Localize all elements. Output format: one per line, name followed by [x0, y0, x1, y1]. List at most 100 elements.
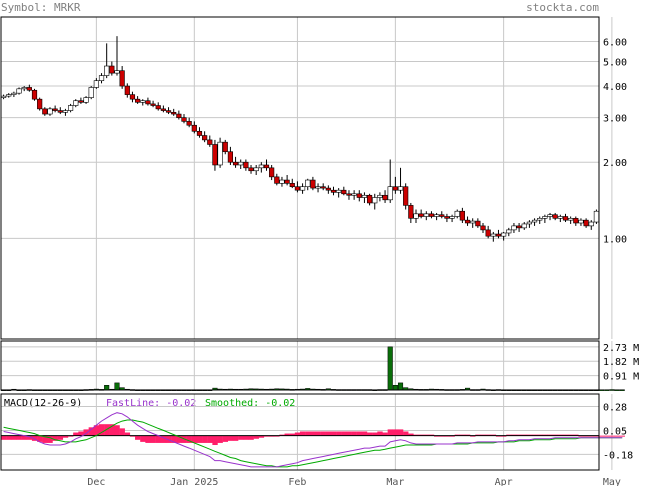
panel-border-1: [0, 340, 600, 391]
candle: [485, 229, 491, 237]
macd-histogram-bar: [475, 434, 481, 436]
macd-histogram-bar: [279, 434, 285, 436]
candle: [196, 130, 203, 136]
candle: [31, 89, 38, 100]
macd-histogram-bar: [418, 434, 424, 436]
candle: [78, 100, 84, 103]
candle: [145, 100, 151, 105]
volume-bar: [114, 382, 120, 391]
macd-histogram-bar: [78, 431, 84, 436]
candle: [434, 214, 440, 217]
candle: [186, 121, 192, 126]
candle: [382, 194, 388, 201]
macd-histogram-bar: [320, 431, 326, 436]
macd-histogram-bar: [531, 434, 538, 436]
candle: [104, 65, 110, 76]
volume-bar: [387, 346, 393, 391]
candle: [217, 141, 223, 166]
price-tick-label: 4.00: [603, 82, 627, 93]
x-axis: Dec Jan 2025 Feb Mar Apr May: [87, 477, 621, 486]
symbol-label: Symbol: MRKR: [1, 1, 81, 14]
macd-fast-line: [3, 412, 623, 468]
macd-histogram-bar: [367, 432, 373, 436]
candle: [171, 111, 177, 115]
candle: [501, 232, 507, 237]
price-tick-label: 6.00: [603, 38, 627, 49]
candle: [588, 221, 594, 227]
candle: [310, 179, 316, 189]
macd-histogram-bar: [171, 435, 177, 443]
macd-panel: MACD(12-26-9) FastLine: -0.02 Smoothed: …: [1, 394, 633, 470]
candle: [73, 100, 79, 106]
macd-histogram-bar: [542, 434, 548, 436]
macd-histogram-bar: [341, 431, 347, 436]
macd-histogram-bar: [73, 432, 79, 436]
candle: [135, 98, 141, 103]
candle: [11, 92, 17, 95]
candle: [98, 75, 105, 81]
macd-histogram-bar: [186, 435, 192, 443]
macd-histogram-bar: [511, 434, 517, 436]
candle: [93, 80, 99, 88]
macd-histogram-bar: [428, 434, 435, 436]
candle: [88, 87, 94, 98]
price-tick-label: 1.00: [603, 234, 627, 245]
candle: [377, 194, 383, 198]
macd-histogram-bar: [47, 435, 53, 443]
candle: [511, 225, 517, 231]
macd-tick-label: 0.05: [603, 426, 627, 437]
candle: [305, 179, 311, 188]
macd-histogram-bar: [609, 435, 615, 437]
candle: [439, 214, 445, 217]
candle: [181, 117, 187, 122]
macd-histogram-bar: [263, 435, 270, 437]
price-tick-label: 2.00: [603, 158, 627, 169]
macd-histogram-bar: [176, 435, 182, 443]
macd-histogram-bar: [506, 434, 512, 436]
candle: [583, 219, 589, 227]
candle: [0, 95, 7, 98]
candle: [475, 220, 481, 227]
candle: [341, 189, 347, 195]
macd-histogram-bar: [413, 434, 419, 436]
macd-histogram-bar: [165, 435, 172, 443]
candle: [403, 186, 409, 206]
x-axis-label: Apr: [495, 477, 513, 486]
candle: [428, 213, 435, 217]
macd-histogram-bar: [604, 435, 610, 437]
macd-tick-label: 0.28: [603, 402, 627, 413]
macd-histogram-bar: [361, 431, 368, 436]
candle: [238, 161, 244, 166]
candle: [387, 186, 393, 201]
candle: [459, 210, 465, 221]
site-label[interactable]: stockta.com: [526, 1, 599, 14]
macd-title: MACD(12-26-9): [4, 398, 82, 409]
macd-histogram-bar: [599, 435, 605, 437]
candle: [222, 141, 228, 153]
macd-histogram-bar: [537, 434, 543, 436]
macd-histogram-bar: [140, 435, 146, 442]
candle: [140, 100, 146, 103]
volume-bar: [609, 389, 615, 391]
candle: [506, 229, 512, 234]
candle: [269, 167, 275, 178]
candle: [444, 216, 450, 219]
volume-tick-label: 1.82 M: [603, 357, 639, 368]
macd-histogram-bar: [552, 434, 558, 436]
candle: [490, 233, 496, 237]
macd-histogram-bar: [155, 435, 162, 443]
candle: [124, 85, 130, 95]
macd-histogram-bar: [196, 435, 203, 443]
candle: [351, 193, 357, 196]
macd-histogram-bar: [403, 431, 409, 436]
candle: [150, 103, 156, 106]
candle: [336, 189, 342, 193]
macd-histogram-bar: [547, 434, 553, 436]
macd-histogram-bar: [202, 435, 208, 443]
macd-histogram-bar: [397, 429, 404, 436]
macd-histogram-bar: [423, 434, 430, 436]
volume-tick-label: 2.73 M: [603, 343, 639, 354]
candle: [542, 216, 548, 219]
macd-histogram-bar: [212, 435, 218, 446]
volume-bar: [614, 389, 620, 391]
